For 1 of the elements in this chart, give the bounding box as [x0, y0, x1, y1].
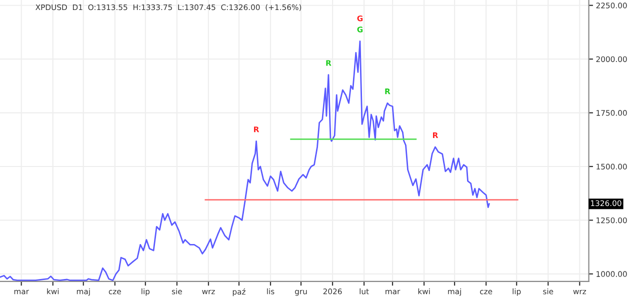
line-series — [0, 40, 490, 282]
